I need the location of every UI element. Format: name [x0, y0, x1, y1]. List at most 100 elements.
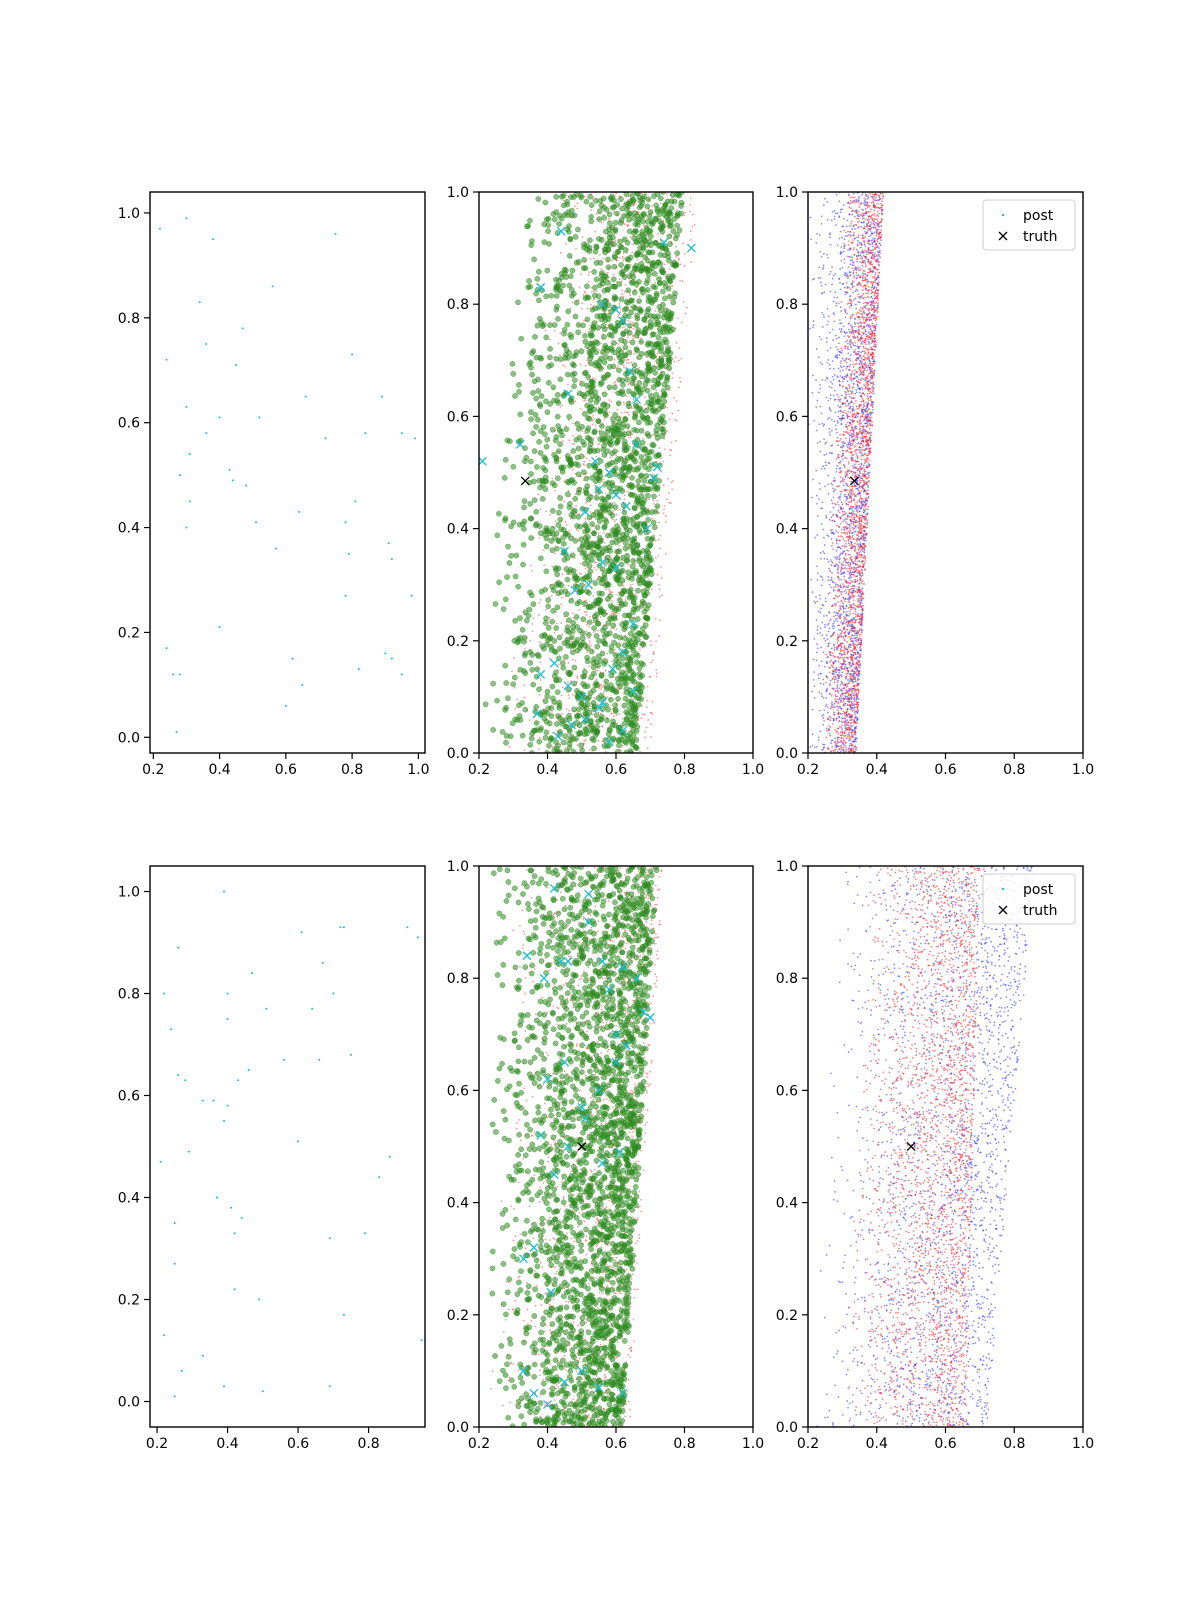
data-point — [606, 502, 612, 509]
data-point — [830, 499, 833, 502]
data-point — [620, 474, 627, 481]
data-point — [579, 380, 582, 382]
data-point — [621, 280, 623, 283]
data-point — [825, 453, 828, 455]
data-point — [527, 217, 533, 224]
data-point — [649, 640, 652, 643]
data-point — [622, 364, 625, 367]
data-point — [617, 430, 624, 437]
data-point — [605, 588, 607, 591]
data-point — [528, 242, 535, 248]
x-marker — [597, 557, 607, 567]
data-point — [631, 321, 634, 324]
data-point — [680, 357, 682, 360]
data-point — [834, 398, 837, 401]
data-point — [579, 550, 586, 557]
data-point — [826, 687, 828, 690]
data-point — [271, 285, 274, 288]
data-point — [611, 263, 618, 270]
data-point — [586, 416, 593, 422]
data-point — [835, 346, 838, 348]
data-point — [667, 241, 673, 247]
data-point — [816, 632, 819, 635]
data-point — [492, 601, 499, 607]
data-point — [580, 265, 587, 271]
data-point — [515, 583, 522, 590]
x-tick-label: 0.8 — [341, 762, 363, 778]
data-point — [645, 360, 652, 367]
data-point — [556, 699, 562, 706]
data-point — [616, 548, 623, 555]
data-point — [499, 729, 506, 735]
data-point — [853, 545, 856, 548]
data-point — [531, 256, 537, 263]
data-point — [594, 378, 597, 381]
data-point — [861, 221, 863, 224]
data-point — [561, 326, 568, 333]
dot-series — [158, 217, 417, 734]
data-point — [609, 480, 615, 486]
data-point — [637, 511, 644, 518]
data-point — [508, 746, 511, 748]
data-point — [655, 334, 662, 341]
data-point — [597, 545, 603, 552]
data-point — [577, 523, 583, 530]
data-point — [832, 666, 835, 669]
data-point — [630, 361, 633, 364]
data-point — [635, 587, 641, 594]
data-point — [513, 552, 520, 559]
data-point — [643, 508, 650, 514]
data-point — [557, 376, 564, 383]
data-point — [858, 471, 861, 473]
data-point — [613, 715, 615, 717]
x-marker — [625, 367, 635, 376]
data-point — [344, 521, 347, 524]
data-point — [531, 630, 534, 633]
data-point — [619, 509, 621, 511]
data-point — [877, 306, 879, 309]
data-point — [644, 456, 651, 463]
data-point — [610, 712, 612, 715]
data-point — [601, 686, 604, 688]
data-point — [625, 362, 628, 365]
data-point — [819, 682, 822, 685]
data-point — [858, 560, 861, 562]
data-point — [638, 561, 645, 568]
data-point — [855, 507, 858, 510]
data-point — [880, 239, 882, 241]
data-point — [579, 562, 582, 565]
data-point — [854, 237, 856, 240]
data-point — [625, 667, 627, 670]
data-point — [644, 615, 651, 621]
data-point — [568, 399, 575, 405]
data-point — [846, 640, 849, 643]
data-point — [631, 707, 638, 713]
data-point — [848, 631, 851, 633]
data-point — [628, 413, 630, 416]
data-point — [641, 579, 648, 586]
data-point — [653, 202, 660, 209]
data-point — [543, 564, 546, 566]
data-point — [615, 714, 618, 717]
data-point — [675, 400, 678, 402]
data-point — [575, 700, 578, 702]
x-marker — [686, 243, 696, 253]
data-point — [572, 422, 575, 425]
data-point — [616, 593, 619, 596]
data-point — [604, 240, 611, 247]
data-point — [816, 441, 819, 444]
data-point — [584, 567, 587, 570]
data-point — [851, 520, 854, 523]
data-point — [549, 508, 556, 514]
data-point — [657, 251, 664, 258]
data-point — [832, 394, 835, 397]
data-point — [584, 428, 591, 434]
x-marker — [618, 316, 628, 326]
data-point — [178, 474, 181, 477]
data-point — [855, 307, 858, 310]
data-point — [617, 634, 624, 641]
data-point — [862, 425, 865, 427]
data-point — [876, 251, 879, 253]
data-point — [621, 717, 624, 720]
data-point — [543, 543, 550, 550]
